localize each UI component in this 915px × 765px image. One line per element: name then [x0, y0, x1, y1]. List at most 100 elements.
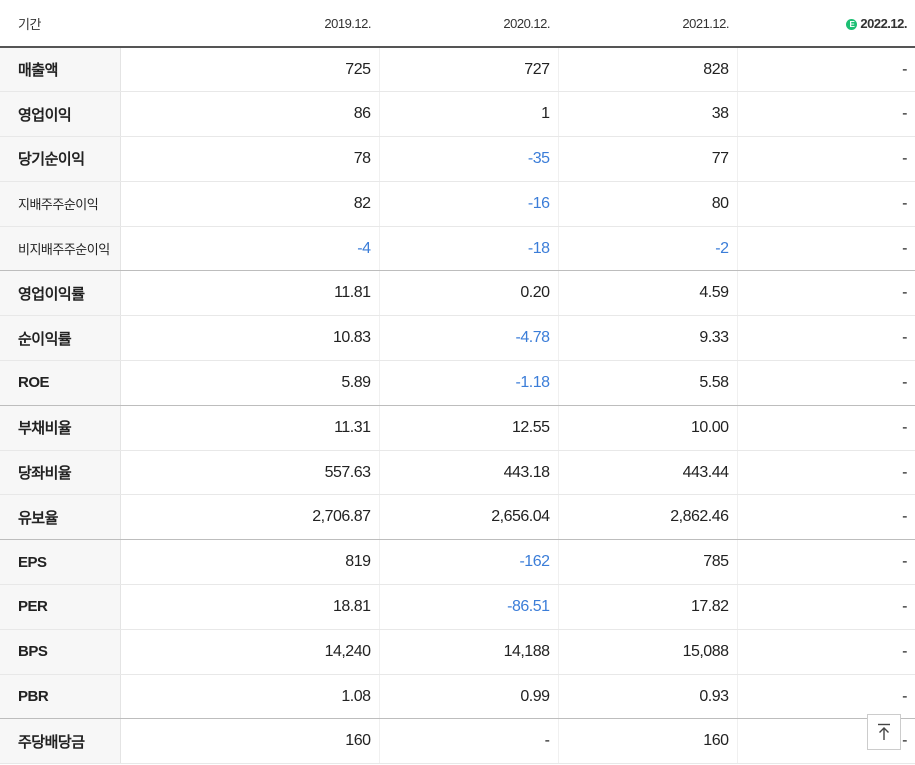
- row-label-eps: EPS: [0, 539, 121, 586]
- cell-value: -: [737, 584, 915, 630]
- row-label-reserve-ratio: 유보율: [0, 494, 121, 541]
- cell-value: -: [737, 315, 915, 362]
- row-label-net-margin: 순이익률: [0, 315, 121, 362]
- cell-value: -: [737, 360, 915, 406]
- cell-value: 5.89: [120, 360, 380, 406]
- cell-value: -: [379, 718, 559, 765]
- period-header-2021: 2021.12.: [558, 0, 737, 48]
- cell-value: 78: [120, 136, 380, 182]
- cell-value: 9.33: [558, 315, 738, 362]
- table-row: 부채비율 11.31 12.55 10.00 -: [0, 405, 915, 451]
- row-label-dividend-per-share: 주당배당금: [0, 718, 121, 765]
- table-row: 비지배주주순이익 -4 -18 -2 -: [0, 226, 915, 272]
- table-row: 지배주주순이익 82 -16 80 -: [0, 181, 915, 227]
- cell-value: -: [737, 91, 915, 138]
- table-row: BPS 14,240 14,188 15,088 -: [0, 629, 915, 675]
- cell-value: 557.63: [120, 450, 380, 496]
- row-label-bps: BPS: [0, 629, 121, 675]
- arrow-up-to-top-icon: [878, 723, 890, 740]
- cell-value: 0.99: [379, 674, 559, 720]
- cell-value: 14,240: [120, 629, 380, 675]
- cell-value: 0.93: [558, 674, 738, 720]
- table-header-row: 기간 2019.12. 2020.12. 2021.12. E 2022.12.: [0, 0, 915, 48]
- period-header-2019: 2019.12.: [120, 0, 379, 48]
- estimate-badge-icon: E: [846, 18, 858, 30]
- row-label-operating-income: 영업이익: [0, 91, 121, 138]
- cell-value: 12.55: [379, 405, 559, 451]
- cell-value: -: [737, 674, 915, 720]
- cell-value: -: [737, 539, 915, 586]
- cell-value: 15,088: [558, 629, 738, 675]
- cell-value-negative: -4: [120, 226, 380, 272]
- cell-value: 0.20: [379, 270, 559, 317]
- table-row: 유보율 2,706.87 2,656.04 2,862.46 -: [0, 494, 915, 541]
- table-row: 당기순이익 78 -35 77 -: [0, 136, 915, 182]
- cell-value: -: [737, 226, 915, 272]
- cell-value: 727: [379, 47, 559, 93]
- cell-value: -: [737, 270, 915, 317]
- table-row: 영업이익률 11.81 0.20 4.59 -: [0, 270, 915, 317]
- cell-value: 160: [558, 718, 738, 765]
- row-label-non-controlling-net-income: 비지배주주순이익: [0, 226, 121, 272]
- row-label-roe: ROE: [0, 360, 121, 406]
- cell-value: 443.44: [558, 450, 738, 496]
- cell-value: 18.81: [120, 584, 380, 630]
- cell-value: 14,188: [379, 629, 559, 675]
- cell-value: 725: [120, 47, 380, 93]
- cell-value: 86: [120, 91, 380, 138]
- table-row: PER 18.81 -86.51 17.82 -: [0, 584, 915, 630]
- table-row: EPS 819 -162 785 -: [0, 539, 915, 586]
- cell-value-negative: -1.18: [379, 360, 559, 406]
- cell-value-negative: -16: [379, 181, 559, 227]
- cell-value: 1: [379, 91, 559, 138]
- period-header-2020: 2020.12.: [379, 0, 558, 48]
- row-label-debt-ratio: 부채비율: [0, 405, 121, 451]
- cell-value: -: [737, 450, 915, 496]
- cell-value: 17.82: [558, 584, 738, 630]
- period-header-2022-label: 2022.12.: [860, 15, 907, 31]
- cell-value: 2,862.46: [558, 494, 738, 541]
- table-row: PBR 1.08 0.99 0.93 -: [0, 674, 915, 720]
- cell-value: 82: [120, 181, 380, 227]
- cell-value: -: [737, 47, 915, 93]
- cell-value: 2,706.87: [120, 494, 380, 541]
- table-row: ROE 5.89 -1.18 5.58 -: [0, 360, 915, 406]
- cell-value: 11.31: [120, 405, 380, 451]
- cell-value: 80: [558, 181, 738, 227]
- cell-value: 1.08: [120, 674, 380, 720]
- cell-value-negative: -35: [379, 136, 559, 182]
- cell-value: 4.59: [558, 270, 738, 317]
- cell-value-negative: -162: [379, 539, 559, 586]
- cell-value: 2,656.04: [379, 494, 559, 541]
- cell-value: 10.83: [120, 315, 380, 362]
- table-row: 당좌비율 557.63 443.18 443.44 -: [0, 450, 915, 496]
- cell-value: -: [737, 494, 915, 541]
- cell-value-negative: -86.51: [379, 584, 559, 630]
- cell-value: 77: [558, 136, 738, 182]
- cell-value: -: [737, 629, 915, 675]
- row-label-revenue: 매출액: [0, 47, 121, 93]
- row-label-pbr: PBR: [0, 674, 121, 720]
- cell-value: 10.00: [558, 405, 738, 451]
- row-label-controlling-net-income: 지배주주순이익: [0, 181, 121, 227]
- row-label-per: PER: [0, 584, 121, 630]
- row-label-net-income: 당기순이익: [0, 136, 121, 182]
- row-label-operating-margin: 영업이익률: [0, 270, 121, 317]
- period-header-label: 기간: [0, 0, 120, 48]
- cell-value: 443.18: [379, 450, 559, 496]
- table-row: 영업이익 86 1 38 -: [0, 91, 915, 138]
- scroll-to-top-button[interactable]: [867, 714, 901, 750]
- cell-value-negative: -18: [379, 226, 559, 272]
- cell-value: 160: [120, 718, 380, 765]
- cell-value: 819: [120, 539, 380, 586]
- cell-value: 38: [558, 91, 738, 138]
- cell-value: 828: [558, 47, 738, 93]
- table-row: 순이익률 10.83 -4.78 9.33 -: [0, 315, 915, 362]
- cell-value: -: [737, 181, 915, 227]
- cell-value: 11.81: [120, 270, 380, 317]
- cell-value: -: [737, 136, 915, 182]
- table-row: 주당배당금 160 - 160 -: [0, 718, 915, 765]
- table-row: 매출액 725 727 828 -: [0, 47, 915, 93]
- cell-value: 5.58: [558, 360, 738, 406]
